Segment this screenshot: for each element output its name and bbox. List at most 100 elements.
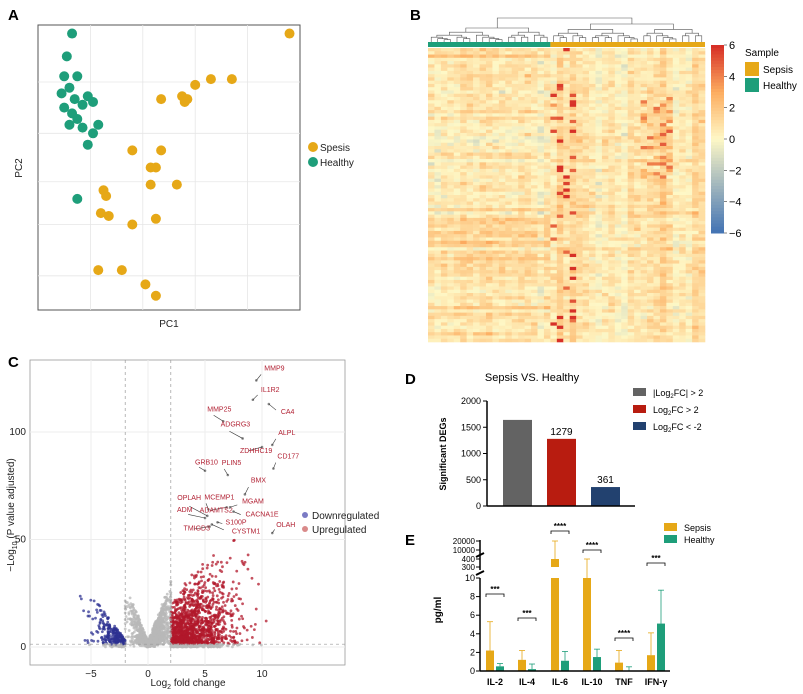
heatmap-cell [531,123,538,127]
heatmap-cell [569,181,577,186]
heatmap-cell [569,279,577,284]
heatmap-cell [498,87,506,91]
heatmap-cell [634,57,641,62]
heatmap-cell [685,289,693,294]
heatmap-cell [550,208,558,212]
heatmap-cell [473,83,480,88]
heatmap-cell [453,146,461,150]
colorbar-step [711,98,724,102]
heatmap-cell [537,149,545,153]
heatmap-cell [434,83,442,88]
heatmap-cell [634,273,641,277]
heatmap-cell [569,322,577,326]
heatmap-cell [569,80,577,85]
heatmap-cell [543,227,551,232]
heatmap-cell [453,309,461,313]
heatmap-cell [473,296,480,300]
heatmap-cell [518,293,525,297]
heatmap-cell [518,253,525,258]
heatmap-cell [595,217,603,222]
heatmap-cell [479,129,487,134]
heatmap-cell [679,273,686,277]
pca-point-healthy [64,119,75,130]
heatmap-cell [698,312,706,317]
heatmap-cell [569,93,577,98]
heatmap-cell [621,270,628,274]
heatmap-cell [576,244,583,248]
heatmap-cell [621,204,628,209]
heatmap-cell [621,276,628,281]
heatmap-cell [563,64,571,68]
heatmap-cell [505,48,513,52]
heatmap-cell [550,152,558,157]
heatmap-cell [582,325,590,330]
heatmap-cell [550,142,558,147]
heatmap-cell [679,188,686,193]
heatmap-cell [595,83,603,88]
heatmap-cell [543,234,551,238]
heatmap-cell [543,299,551,304]
heatmap-cell [485,253,493,258]
heatmap-cell [582,175,590,179]
colorbar-step [711,176,724,181]
colorbar-tick-label: −2 [729,165,742,177]
heatmap-cell [659,132,667,137]
heatmap-cell [473,64,480,68]
heatmap-cell [479,181,487,186]
heatmap-cell [692,132,699,137]
heatmap-cell [621,286,628,291]
heatmap-cell [505,74,513,78]
heatmap-cell [485,132,493,137]
heatmap-cell [685,168,693,173]
heatmap-cell [647,77,654,81]
heatmap-cell [453,54,461,59]
heatmap-cell [589,315,596,320]
heatmap-cell [485,289,493,294]
heatmap-cell [582,250,590,255]
heatmap-cell [447,257,455,261]
heatmap-cell [659,152,667,157]
heatmap-cell [627,217,635,222]
heatmap-cell [505,64,513,68]
heatmap-cell [679,181,686,186]
heatmap-cell [659,57,667,62]
heatmap-cell [698,54,706,59]
heatmap-cell [466,188,474,193]
heatmap-cell [440,51,448,55]
heatmap-cell [453,302,461,307]
heatmap-cell [589,276,596,281]
heatmap-cell [595,129,603,134]
heatmap-cell [550,110,558,114]
heatmap-cell [614,338,622,343]
heatmap-cell [653,103,661,108]
heatmap-cell [453,106,461,111]
heatmap-cell [479,149,487,153]
heatmap-cell [608,302,616,307]
heatmap-cell [679,185,686,189]
heatmap-cell [679,54,686,59]
heatmap-cell [531,335,538,340]
heatmap-cell [698,129,706,134]
heatmap-cell [447,296,455,300]
colorbar-step [711,48,724,52]
heatmap-cell [453,221,461,225]
heatmap-cell [492,74,500,78]
heatmap-cell [627,266,635,271]
heatmap-cell [537,338,545,343]
dendrogram-branch [437,38,448,42]
heatmap-cell [640,253,648,258]
heatmap-cell [679,142,686,147]
heatmap-cell [647,227,654,232]
heatmap-cell [460,263,467,268]
heatmap-cell [659,159,667,163]
heatmap-cell [647,260,654,264]
heatmap-cell [621,240,628,245]
heatmap-cell [569,172,577,176]
heatmap-cell [550,260,558,264]
heatmap-cell [440,279,448,284]
heatmap-cell [473,302,480,307]
heatmap-cell [460,100,467,104]
heatmap-cell [485,270,493,274]
heatmap-cell [453,142,461,147]
heatmap-cell [479,191,487,196]
